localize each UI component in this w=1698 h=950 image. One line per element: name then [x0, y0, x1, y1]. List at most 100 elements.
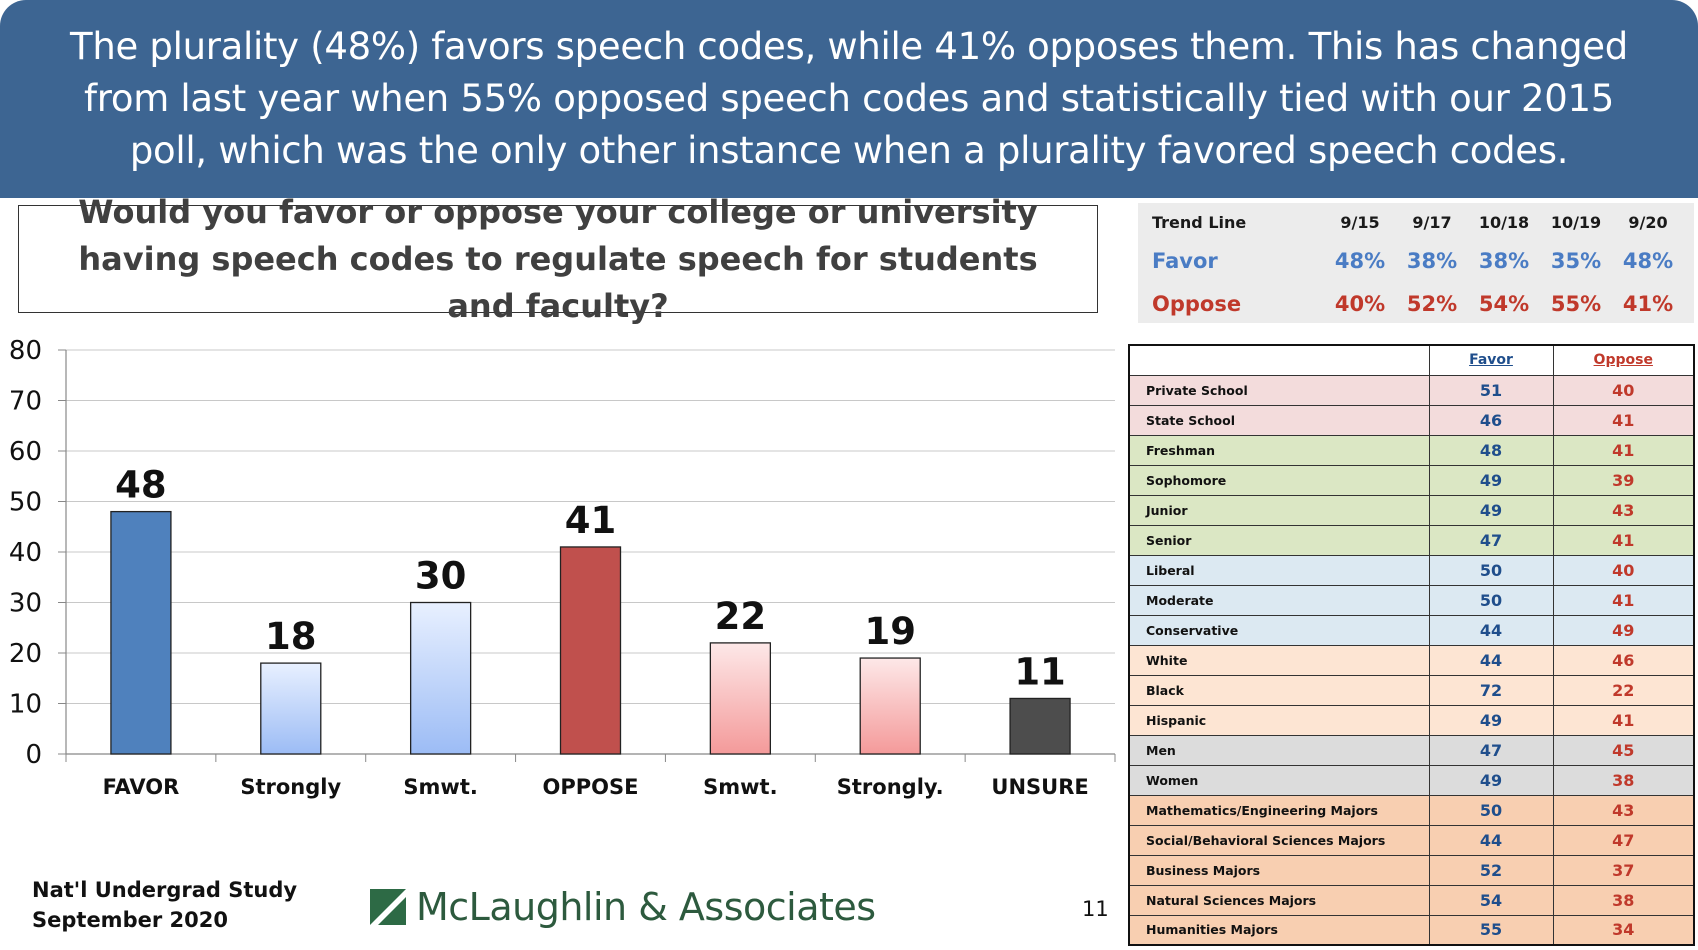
- row-favor: 50: [1428, 794, 1554, 826]
- row-favor: 50: [1428, 554, 1554, 586]
- bar: [110, 510, 172, 755]
- row-oppose: 38: [1552, 884, 1695, 916]
- bar: [709, 642, 772, 755]
- row-oppose: 41: [1552, 434, 1695, 466]
- row-oppose: 34: [1552, 914, 1695, 946]
- row-group: Junior: [1128, 494, 1430, 526]
- trend-oppose-label: Oppose: [1152, 292, 1242, 316]
- y-tick-label: 20: [9, 639, 42, 669]
- row-group: Sophomore: [1128, 464, 1430, 496]
- row-favor: 55: [1428, 914, 1554, 946]
- table-row: Black 72 22: [1128, 674, 1695, 706]
- page-number: 11: [1082, 897, 1109, 921]
- table-row: Humanities Majors 55 34: [1128, 914, 1695, 946]
- row-group: Women: [1128, 764, 1430, 796]
- row-group: Moderate: [1128, 584, 1430, 616]
- y-tick-label: 80: [9, 336, 42, 366]
- data-label: 11: [1014, 650, 1066, 693]
- row-group: Natural Sciences Majors: [1128, 884, 1430, 916]
- table-row: Sophomore 49 39: [1128, 464, 1695, 496]
- row-favor: 49: [1428, 494, 1554, 526]
- row-group: Liberal: [1128, 554, 1430, 586]
- row-oppose: 45: [1552, 734, 1695, 766]
- table-row: Private School 51 40: [1128, 374, 1695, 406]
- row-oppose: 41: [1552, 404, 1695, 436]
- x-tick-label: Strongly.: [837, 775, 944, 799]
- row-oppose: 40: [1552, 374, 1695, 406]
- trend-favor-value: 48%: [1334, 249, 1386, 273]
- row-favor: 49: [1428, 764, 1554, 796]
- row-oppose: 47: [1552, 824, 1695, 856]
- row-favor: 52: [1428, 854, 1554, 886]
- row-group: Mathematics/Engineering Majors: [1128, 794, 1430, 826]
- table-row: Liberal 50 40: [1128, 554, 1695, 586]
- row-oppose: 41: [1552, 524, 1695, 556]
- trend-oppose-value: 40%: [1334, 292, 1386, 316]
- y-tick-label: 10: [9, 690, 42, 720]
- study-name: Nat'l Undergrad Study: [32, 878, 298, 902]
- row-favor: 47: [1428, 734, 1554, 766]
- x-tick-label: Strongly: [240, 775, 341, 799]
- table-header-favor: Favor: [1428, 344, 1554, 376]
- y-tick-label: 70: [9, 387, 42, 417]
- table-row: Social/Behavioral Sciences Majors 44 47: [1128, 824, 1695, 856]
- trend-favor-value: 38%: [1478, 249, 1530, 273]
- x-tick-label: OPPOSE: [543, 775, 639, 799]
- y-tick-label: 60: [9, 437, 42, 467]
- logo-mark-icon: [370, 889, 406, 925]
- table-row: Women 49 38: [1128, 764, 1695, 796]
- row-oppose: 22: [1552, 674, 1695, 706]
- row-group: Hispanic: [1128, 704, 1430, 736]
- summary-text: The plurality (48%) favors speech codes,…: [70, 25, 1628, 172]
- trend-date: 9/15: [1340, 213, 1380, 232]
- summary-banner: The plurality (48%) favors speech codes,…: [0, 0, 1698, 198]
- trend-oppose-value: 55%: [1550, 292, 1602, 316]
- row-group: Business Majors: [1128, 854, 1430, 886]
- trend-favor-value: 48%: [1622, 249, 1674, 273]
- trend-date: 10/19: [1550, 213, 1602, 232]
- row-oppose: 41: [1552, 584, 1695, 616]
- row-group: Private School: [1128, 374, 1430, 406]
- table-row: Junior 49 43: [1128, 494, 1695, 526]
- bar: [859, 657, 921, 755]
- data-label: 41: [565, 499, 617, 542]
- row-favor: 49: [1428, 464, 1554, 496]
- table-row: Hispanic 49 41: [1128, 704, 1695, 736]
- row-favor: 49: [1428, 704, 1554, 736]
- row-group: Black: [1128, 674, 1430, 706]
- bar: [260, 662, 322, 755]
- row-favor: 46: [1428, 404, 1554, 436]
- y-tick-label: 50: [9, 488, 42, 518]
- row-favor: 47: [1428, 524, 1554, 556]
- bar: [559, 546, 622, 755]
- row-oppose: 43: [1552, 494, 1695, 526]
- row-group: Freshman: [1128, 434, 1430, 466]
- row-oppose: 38: [1552, 764, 1695, 796]
- trend-favor-value: 35%: [1550, 249, 1602, 273]
- trend-date: 9/20: [1628, 213, 1668, 232]
- row-favor: 44: [1428, 824, 1554, 856]
- x-tick-label: Smwt.: [403, 775, 477, 799]
- bar: [1009, 697, 1071, 755]
- study-info: Nat'l Undergrad Study September 2020: [32, 875, 297, 935]
- trend-table: Trend Line 9/15 9/17 10/18 10/19 9/20 Fa…: [1138, 203, 1694, 323]
- x-tick-label: UNSURE: [991, 775, 1088, 799]
- row-group: State School: [1128, 404, 1430, 436]
- company-logo: McLaughlin & Associates: [370, 885, 876, 929]
- trend-oppose-value: 41%: [1622, 292, 1674, 316]
- trend-favor-value: 38%: [1406, 249, 1458, 273]
- demographics-table: Favor Oppose Private School 51 40 State Sch…: [1128, 344, 1695, 946]
- row-oppose: 49: [1552, 614, 1695, 646]
- x-tick-label: FAVOR: [103, 775, 180, 799]
- question-text: Would you favor or oppose your college o…: [78, 192, 1038, 325]
- row-favor: 44: [1428, 614, 1554, 646]
- row-favor: 72: [1428, 674, 1554, 706]
- table-row: White 44 46: [1128, 644, 1695, 676]
- y-tick-label: 40: [9, 538, 42, 568]
- row-group: White: [1128, 644, 1430, 676]
- bar: [409, 601, 472, 755]
- data-label: 19: [864, 610, 916, 653]
- data-label: 22: [715, 595, 767, 638]
- row-group: Social/Behavioral Sciences Majors: [1128, 824, 1430, 856]
- table-row: State School 46 41: [1128, 404, 1695, 436]
